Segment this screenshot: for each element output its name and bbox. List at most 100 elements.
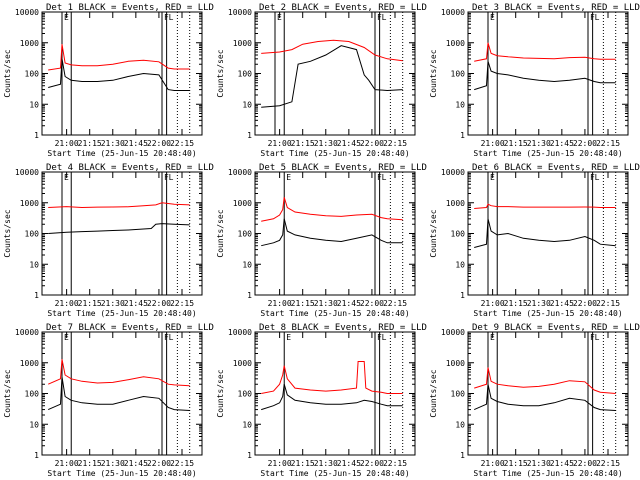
y-tick-label: 1000 (20, 199, 39, 208)
y-tick-label: 10 (242, 100, 252, 109)
x-tick-label: 22:00 (573, 459, 597, 468)
event-marker-label: E (64, 333, 69, 342)
plot-frame (467, 331, 629, 456)
y-tick-label: 1000 (446, 39, 465, 48)
plot-frame (467, 171, 629, 296)
plot-frame (41, 11, 203, 136)
event-marker-label: L (382, 13, 387, 22)
x-tick-label: 22:00 (147, 459, 171, 468)
events-series-line (261, 45, 403, 108)
x-tick-label: 22:00 (147, 139, 171, 148)
y-tick-label: 10000 (441, 168, 465, 177)
y-tick-label: 1000 (446, 199, 465, 208)
events-series-line (261, 384, 403, 411)
x-tick-label: 21:45 (124, 299, 148, 308)
x-tick-label: 21:00 (268, 459, 292, 468)
x-tick-label: 21:15 (504, 139, 528, 148)
x-tick-label: 21:15 (504, 299, 528, 308)
y-tick-label: 10 (242, 260, 252, 269)
y-tick-label: 100 (451, 70, 466, 79)
x-tick-label: 21:15 (504, 459, 528, 468)
panel-title: Det 7 BLACK = Events, RED = LLD (46, 323, 214, 333)
event-marker-label: L (169, 173, 174, 182)
x-axis-label: Start Time (25-Jun-15 20:48:40) (260, 149, 409, 158)
x-tick-label: 21:00 (55, 459, 79, 468)
y-tick-label: 100 (238, 230, 253, 239)
event-marker-label: E (286, 173, 291, 182)
lld-series-line (261, 39, 403, 62)
plot-frame (254, 171, 416, 296)
y-tick-label: 100 (238, 390, 253, 399)
y-tick-label: 1000 (233, 199, 252, 208)
x-tick-label: 22:15 (383, 299, 407, 308)
lld-series-line (47, 359, 190, 387)
panel-title: Det 2 BLACK = Events, RED = LLD (259, 3, 427, 13)
event-marker-label: E (490, 333, 495, 342)
y-tick-label: 10 (455, 260, 465, 269)
events-series-line (473, 384, 616, 411)
x-tick-label: 22:15 (383, 139, 407, 148)
event-marker-label: L (382, 333, 387, 342)
y-tick-label: 1000 (446, 359, 465, 368)
x-tick-label: 22:00 (573, 299, 597, 308)
y-tick-label: 100 (451, 390, 466, 399)
x-tick-label: 21:15 (78, 299, 102, 308)
panel-title: Det 3 BLACK = Events, RED = LLD (472, 3, 640, 13)
x-axis-label: Start Time (25-Jun-15 20:48:40) (473, 469, 622, 478)
event-marker-label: E (64, 13, 69, 22)
y-tick-label: 1 (247, 291, 252, 300)
x-tick-label: 21:00 (55, 299, 79, 308)
x-tick-label: 21:15 (78, 459, 102, 468)
lld-series-line (48, 202, 190, 209)
panel-title: Det 5 BLACK = Events, RED = LLD (259, 163, 427, 173)
y-tick-label: 10 (29, 100, 39, 109)
x-tick-label: 22:00 (360, 459, 384, 468)
y-tick-label: 10 (455, 100, 465, 109)
y-tick-label: 10000 (15, 328, 39, 337)
event-marker-label: E (490, 13, 495, 22)
event-marker-label: E (64, 173, 69, 182)
x-tick-label: 21:30 (527, 459, 551, 468)
event-marker-label: E (286, 333, 291, 342)
x-tick-label: 22:15 (596, 299, 620, 308)
x-axis-label: Start Time (25-Jun-15 20:48:40) (473, 149, 622, 158)
panel-title: Det 8 BLACK = Events, RED = LLD (259, 323, 427, 333)
panel-title: Det 6 BLACK = Events, RED = LLD (472, 163, 640, 173)
x-tick-label: 21:30 (101, 299, 125, 308)
x-tick-label: 22:15 (383, 459, 407, 468)
lld-series-line (261, 197, 403, 222)
events-series-line (474, 61, 616, 91)
y-tick-label: 1 (460, 451, 465, 460)
y-tick-label: 10000 (228, 168, 252, 177)
x-tick-label: 21:30 (314, 459, 338, 468)
y-tick-label: 10000 (228, 8, 252, 17)
y-tick-label: 10 (242, 420, 252, 429)
x-tick-label: 21:30 (527, 139, 551, 148)
plot-frame (467, 11, 629, 136)
y-tick-label: 100 (25, 70, 40, 79)
events-series-line (47, 376, 190, 411)
y-tick-label: 1 (247, 451, 252, 460)
events-series-line (48, 58, 190, 91)
lld-series-line (48, 44, 190, 71)
y-tick-label: 1 (460, 291, 465, 300)
y-axis-label: Counts/sec (3, 49, 12, 97)
y-tick-label: 100 (238, 70, 253, 79)
x-tick-label: 22:15 (596, 139, 620, 148)
x-tick-label: 21:45 (550, 139, 574, 148)
event-marker-label: L (382, 173, 387, 182)
y-tick-label: 10 (455, 420, 465, 429)
event-marker-label: L (595, 13, 600, 22)
y-tick-label: 10000 (15, 8, 39, 17)
y-tick-label: 1 (460, 131, 465, 140)
event-marker-label: L (595, 173, 600, 182)
x-tick-label: 21:45 (550, 299, 574, 308)
y-tick-label: 1000 (20, 359, 39, 368)
x-tick-label: 21:15 (291, 139, 315, 148)
x-tick-label: 21:15 (291, 299, 315, 308)
lld-series-line (474, 203, 616, 209)
x-tick-label: 22:00 (147, 299, 171, 308)
x-tick-label: 21:00 (268, 299, 292, 308)
x-tick-label: 21:45 (124, 459, 148, 468)
